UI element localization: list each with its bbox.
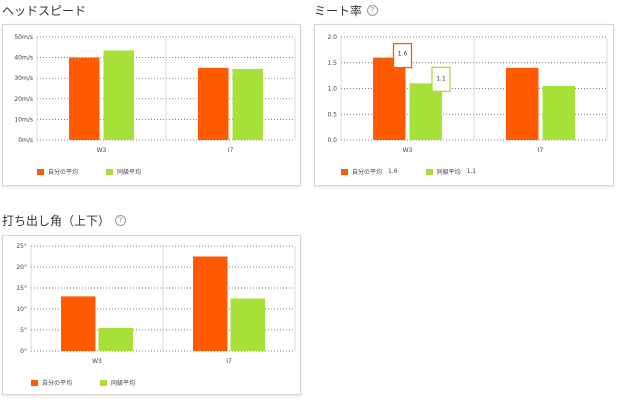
legend-item-peer: 同級平均 1.1 bbox=[425, 167, 477, 176]
x-tick-label: I7 bbox=[538, 147, 544, 154]
y-tick-label: 30m/s bbox=[14, 75, 33, 82]
bar-w3-own bbox=[373, 57, 406, 140]
legend-value-own: 1.6 bbox=[388, 168, 398, 175]
callout-own-label: 1.6 bbox=[398, 51, 408, 58]
legend-label-peer: 同級平均 bbox=[117, 169, 142, 176]
y-tick-label: 0° bbox=[20, 348, 27, 355]
bar-w3-own bbox=[61, 296, 96, 351]
launch-angle-title-text: 打ち出し角（上下） bbox=[2, 214, 111, 228]
help-icon[interactable]: ? bbox=[367, 5, 379, 16]
callout-peer bbox=[431, 66, 451, 92]
head-speed-card: 0m/s 10m/s 20m/s 30m/s 40m/s 50m/s W3 I7 自分の平均 … bbox=[2, 24, 301, 186]
head-speed-legend: 自分の平均 同級平均 bbox=[37, 167, 141, 176]
launch-angle-chart: 0° 5° 10° 15° 20° 25° W3 I7 bbox=[16, 243, 296, 365]
y-tick-label: 10° bbox=[16, 306, 27, 313]
legend-label-own: 自分の平均 bbox=[352, 169, 383, 176]
meet-rate-legend: 自分の平均 1.6 同級平均 1.1 bbox=[341, 167, 476, 176]
y-tick-label: 20m/s bbox=[14, 96, 33, 103]
y-tick-label: 10m/s bbox=[14, 116, 33, 123]
bar-i7-peer bbox=[232, 68, 263, 140]
bar-w3-own bbox=[69, 57, 100, 140]
legend-value-peer: 1.1 bbox=[466, 168, 477, 175]
x-tick-label: W3 bbox=[403, 147, 413, 154]
head-speed-title: ヘッドスピード bbox=[2, 2, 86, 19]
bar-w3-peer bbox=[98, 327, 133, 351]
meet-rate-title: ミート率 ? bbox=[314, 2, 379, 19]
meet-rate-title-text: ミート率 bbox=[314, 4, 363, 18]
x-tick-label: W3 bbox=[92, 358, 102, 365]
meet-rate-card: 0.0 0.5 1.0 1.5 2.0 W3 I7 1.6 1.1 自分の平均 1.6 同級平均… bbox=[314, 24, 614, 186]
legend-swatch-peer bbox=[100, 379, 108, 386]
bar-i7-own bbox=[198, 67, 229, 140]
legend-label-peer: 同級平均 bbox=[436, 169, 461, 176]
legend-label-own: 自分の平均 bbox=[42, 380, 73, 387]
legend-label-peer: 同級平均 bbox=[111, 380, 136, 387]
x-tick-label: I7 bbox=[228, 147, 234, 154]
x-tick-label: I7 bbox=[226, 358, 232, 365]
y-tick-label: 0.0 bbox=[327, 137, 337, 144]
help-icon[interactable]: ? bbox=[115, 215, 127, 226]
legend-item-own: 自分の平均 bbox=[37, 167, 78, 176]
legend-item-peer: 同級平均 bbox=[106, 167, 141, 176]
legend-item-peer: 同級平均 bbox=[100, 378, 135, 387]
bar-i7-peer bbox=[230, 298, 265, 351]
meet-rate-chart: 0.0 0.5 1.0 1.5 2.0 W3 I7 1.6 1.1 bbox=[327, 34, 608, 154]
y-tick-label: 50m/s bbox=[14, 34, 33, 41]
launch-angle-card: 0° 5° 10° 15° 20° 25° W3 I7 自分の平均 同級平均 bbox=[2, 235, 301, 395]
launch-angle-legend: 自分の平均 同級平均 bbox=[31, 378, 135, 387]
legend-swatch-own bbox=[37, 168, 44, 175]
legend-swatch-own bbox=[341, 168, 348, 175]
y-tick-label: 25° bbox=[16, 243, 27, 250]
legend-item-own: 自分の平均 1.6 bbox=[341, 167, 398, 176]
y-tick-label: 0.5 bbox=[327, 111, 337, 118]
head-speed-title-text: ヘッドスピード bbox=[2, 4, 87, 18]
callout-own bbox=[392, 42, 413, 69]
y-tick-label: 40m/s bbox=[14, 55, 33, 62]
bar-w3-peer bbox=[409, 83, 442, 140]
head-speed-chart: 0m/s 10m/s 20m/s 30m/s 40m/s 50m/s W3 I7 bbox=[14, 34, 296, 154]
y-tick-label: 0m/s bbox=[18, 137, 33, 144]
legend-swatch-own bbox=[31, 379, 38, 386]
legend-swatch-peer bbox=[106, 168, 114, 175]
bar-w3-peer bbox=[103, 50, 134, 140]
y-tick-label: 5° bbox=[20, 327, 27, 334]
y-tick-label: 1.0 bbox=[327, 86, 337, 93]
y-tick-label: 2.0 bbox=[327, 34, 337, 41]
y-tick-label: 1.5 bbox=[327, 60, 337, 67]
legend-label-own: 自分の平均 bbox=[48, 169, 79, 176]
y-tick-label: 15° bbox=[16, 285, 27, 292]
launch-angle-title: 打ち出し角（上下） ? bbox=[2, 212, 127, 229]
legend-item-own: 自分の平均 bbox=[31, 378, 72, 387]
callout-peer-label: 1.1 bbox=[436, 75, 446, 82]
bar-i7-own bbox=[193, 256, 228, 351]
x-tick-label: W3 bbox=[97, 147, 107, 154]
legend-swatch-peer bbox=[425, 168, 433, 175]
bar-i7-peer bbox=[542, 85, 575, 140]
bar-i7-own bbox=[506, 67, 539, 140]
y-tick-label: 20° bbox=[16, 264, 27, 271]
